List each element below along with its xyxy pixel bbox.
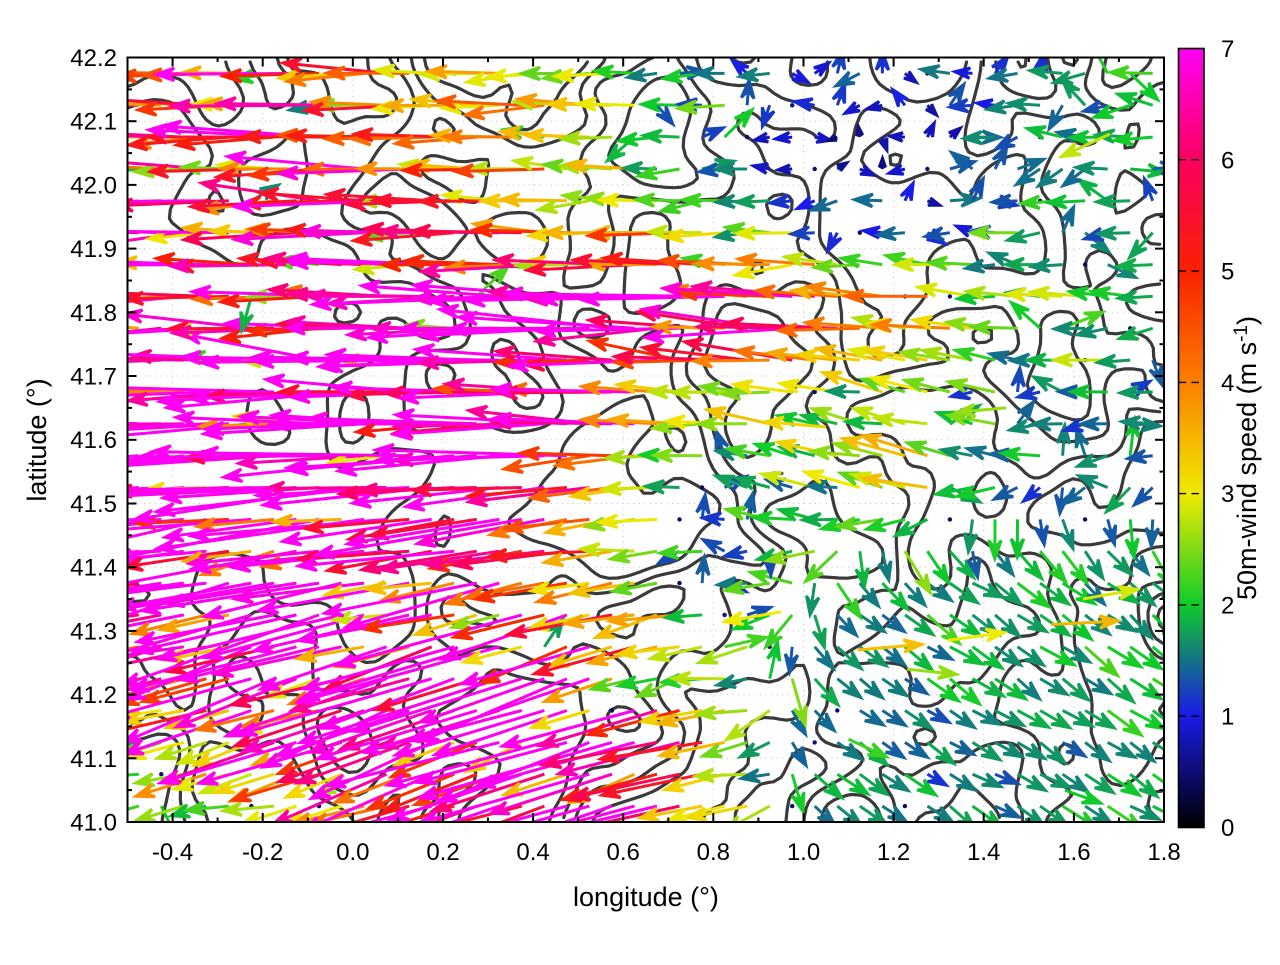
svg-text:41.4: 41.4 <box>70 555 117 582</box>
svg-text:41.5: 41.5 <box>70 491 117 518</box>
svg-text:1: 1 <box>1221 704 1234 731</box>
svg-text:1.2: 1.2 <box>877 839 910 866</box>
svg-text:41.0: 41.0 <box>70 810 117 837</box>
svg-text:1.6: 1.6 <box>1057 839 1090 866</box>
svg-text:41.3: 41.3 <box>70 618 117 645</box>
svg-text:-0.2: -0.2 <box>242 839 283 866</box>
svg-text:1.8: 1.8 <box>1147 839 1180 866</box>
svg-text:0.2: 0.2 <box>426 839 459 866</box>
svg-text:5: 5 <box>1221 259 1234 286</box>
svg-text:41.1: 41.1 <box>70 746 117 773</box>
svg-text:7: 7 <box>1221 36 1234 63</box>
svg-text:1.0: 1.0 <box>787 839 820 866</box>
svg-text:41.7: 41.7 <box>70 364 117 391</box>
svg-text:0.8: 0.8 <box>697 839 730 866</box>
svg-text:41.8: 41.8 <box>70 300 117 327</box>
svg-text:1.4: 1.4 <box>967 839 1000 866</box>
svg-text:42.0: 42.0 <box>70 172 117 199</box>
svg-text:longitude (°): longitude (°) <box>573 882 719 912</box>
svg-text:6: 6 <box>1221 147 1234 174</box>
svg-text:0.4: 0.4 <box>516 839 549 866</box>
svg-text:0.6: 0.6 <box>607 839 640 866</box>
svg-text:2: 2 <box>1221 592 1234 619</box>
svg-text:latitude (°): latitude (°) <box>22 378 52 501</box>
svg-text:41.2: 41.2 <box>70 682 117 709</box>
svg-text:42.1: 42.1 <box>70 109 117 136</box>
svg-text:4: 4 <box>1221 370 1234 397</box>
svg-text:41.6: 41.6 <box>70 427 117 454</box>
svg-text:3: 3 <box>1221 481 1234 508</box>
svg-text:42.2: 42.2 <box>70 45 117 72</box>
svg-text:41.9: 41.9 <box>70 236 117 263</box>
svg-text:-0.4: -0.4 <box>152 839 193 866</box>
svg-text:0: 0 <box>1221 815 1234 842</box>
svg-text:0.0: 0.0 <box>336 839 369 866</box>
svg-text:50m-wind speed (m s-1): 50m-wind speed (m s-1) <box>1231 316 1262 600</box>
